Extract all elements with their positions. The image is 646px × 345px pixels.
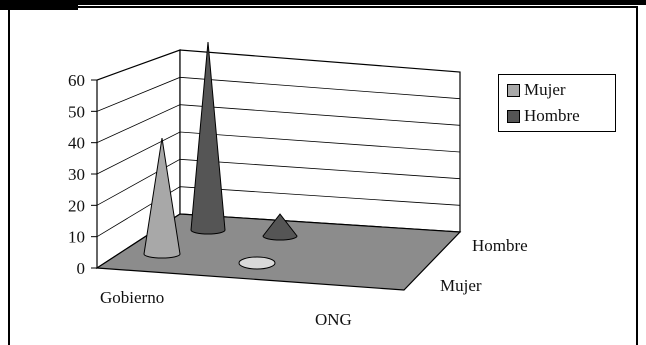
y-tick-label: 30 [68, 165, 85, 184]
cone-base [238, 256, 276, 270]
y-tick-label: 0 [77, 259, 86, 278]
depth-axis-label: Hombre [472, 236, 528, 255]
legend-label-hombre: Hombre [524, 106, 580, 125]
gridline [96, 76, 461, 112]
cone-body [190, 41, 226, 235]
legend-label-mujer: Mujer [524, 80, 566, 99]
x-category-label: ONG [315, 310, 352, 329]
legend-item-mujer: Mujer [507, 79, 566, 101]
chart-legend: Mujer Hombre [498, 74, 616, 132]
y-tick-label: 60 [68, 71, 85, 90]
depth-axis-label: Mujer [440, 276, 482, 295]
cone-mujer-1 [238, 256, 276, 270]
gridline [96, 158, 461, 206]
cone-hombre-1 [262, 213, 298, 241]
y-tick-label: 50 [68, 102, 85, 121]
cone-mujer-0 [143, 137, 181, 259]
x-category-label: Gobierno [100, 288, 164, 307]
y-tick-label: 10 [68, 228, 85, 247]
y-tick-label: 40 [68, 134, 85, 153]
header-tab [0, 0, 78, 10]
cone-body [143, 137, 181, 259]
legend-swatch-mujer [507, 83, 520, 97]
y-tick-label: 20 [68, 196, 85, 215]
figure-frame [8, 6, 638, 345]
gridline [96, 131, 461, 175]
header-bar [0, 0, 646, 5]
legend-swatch-hombre [507, 109, 520, 123]
cone-body [262, 213, 298, 241]
legend-item-hombre: Hombre [507, 105, 580, 127]
gridline [96, 104, 461, 144]
cone-hombre-0 [190, 41, 226, 235]
gridline [96, 186, 461, 238]
